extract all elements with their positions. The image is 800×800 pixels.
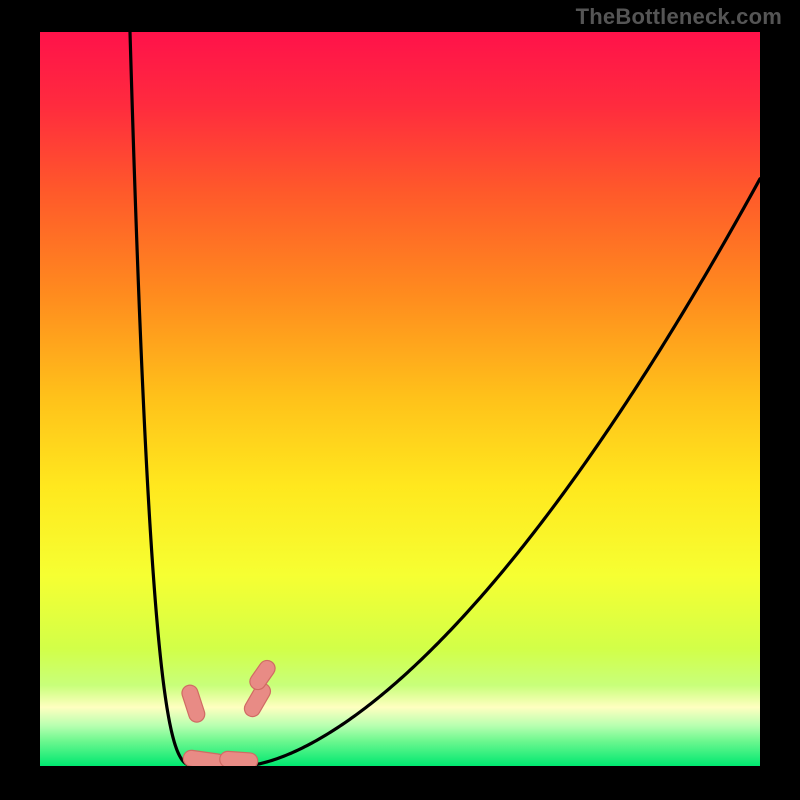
watermark-text: TheBottleneck.com [576,4,782,30]
bottleneck-curve-chart [0,0,800,800]
chart-gradient-bg [40,32,760,766]
chart-container: TheBottleneck.com [0,0,800,800]
